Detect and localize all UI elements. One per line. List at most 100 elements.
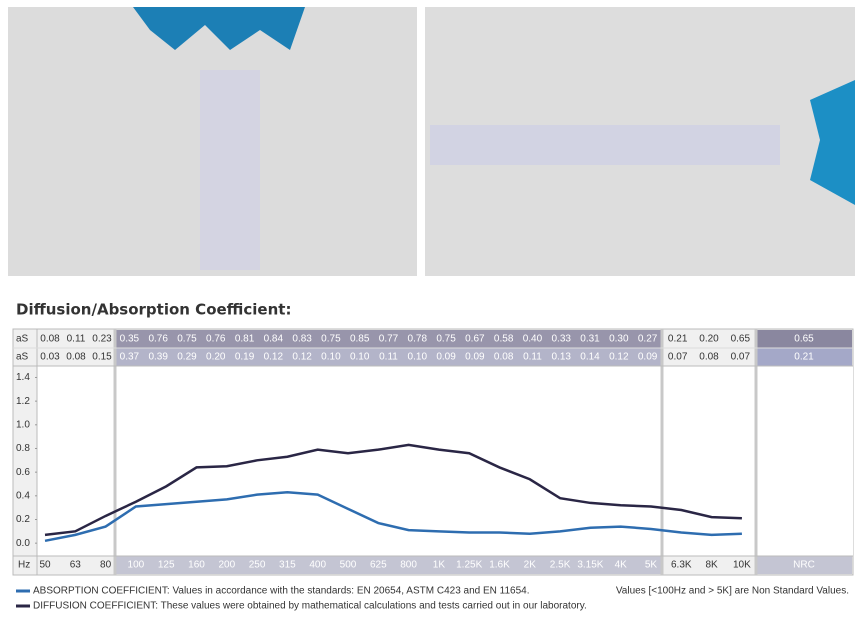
- panel-shape: [133, 7, 305, 50]
- nrc-label: NRC: [793, 560, 815, 571]
- table-cell: 0.08: [66, 352, 86, 363]
- photo-detail: [430, 125, 780, 165]
- nrc-band: [757, 348, 852, 366]
- table-cell: 0.78: [408, 334, 428, 345]
- legend-label: DIFFUSION COEFFICIENT: These values were…: [33, 601, 587, 612]
- nrc-value: 0.21: [794, 352, 814, 363]
- table-cell: 0.11: [523, 352, 542, 363]
- table-cell: 0.20: [206, 352, 226, 363]
- x-tick-label: 625: [370, 560, 387, 571]
- x-header: Hz: [18, 560, 30, 571]
- table-cell: 0.12: [264, 352, 284, 363]
- table-cell: 0.30: [609, 334, 629, 345]
- x-tick-label: 2.5K: [550, 560, 571, 571]
- row-band: [115, 556, 662, 574]
- y-tick-label: 0.0: [16, 538, 30, 549]
- x-tick-label: 10K: [733, 560, 751, 571]
- note: Values [<100Hz and > 5K] are Non Standar…: [616, 586, 849, 597]
- plot-area: [37, 366, 662, 556]
- plot-area: [756, 366, 853, 556]
- table-cell: 0.29: [177, 352, 197, 363]
- table-cell: 0.39: [148, 352, 168, 363]
- nrc-band: [757, 330, 852, 348]
- plot-area: [662, 366, 756, 556]
- y-tick-label: 1.0: [16, 419, 30, 430]
- x-tick-label: 160: [188, 560, 205, 571]
- series-line: [44, 491, 742, 543]
- x-tick-label: 1K: [433, 560, 446, 571]
- x-tick-label: 125: [158, 560, 175, 571]
- x-tick-label: 2K: [524, 560, 537, 571]
- table-cell: 0.35: [120, 334, 140, 345]
- y-tick-label: 0.2: [16, 514, 30, 525]
- panel-shape: [810, 80, 855, 205]
- table-cell: 0.10: [321, 352, 341, 363]
- table: [12, 328, 854, 576]
- table-cell: 0.14: [580, 352, 600, 363]
- table-cell: 0.07: [668, 352, 688, 363]
- table-cell: 0.33: [552, 334, 572, 345]
- x-tick-label: 80: [100, 560, 112, 571]
- table-cell: 0.11: [379, 352, 398, 363]
- x-tick-label: 8K: [705, 560, 718, 571]
- photos: [8, 7, 855, 276]
- y-tick-label: 0.4: [16, 490, 30, 501]
- table-cell: 0.31: [580, 334, 600, 345]
- x-tick-label: 100: [128, 560, 145, 571]
- table-cell: 0.23: [92, 334, 112, 345]
- table-cell: 0.65: [731, 334, 751, 345]
- row-label: aS: [16, 352, 29, 363]
- table-cell: 0.84: [264, 334, 284, 345]
- x-tick-label: 50: [39, 560, 51, 571]
- y-tick-label: 0.8: [16, 443, 30, 454]
- x-tick-label: 1.6K: [489, 560, 510, 571]
- chart-title: Diffusion/Absorption Coefficient:: [16, 301, 291, 319]
- table-cell: 0.08: [40, 334, 60, 345]
- table-cell: 0.09: [436, 352, 456, 363]
- y-tick-label: 1.4: [16, 372, 30, 383]
- x-tick-label: 5K: [645, 560, 658, 571]
- x-tick-label: 4K: [615, 560, 628, 571]
- table-cell: 0.20: [699, 334, 719, 345]
- table-cell: 0.11: [67, 334, 86, 345]
- table-cell: 0.03: [40, 352, 60, 363]
- table-cell: 0.37: [120, 352, 140, 363]
- table-cell: 0.75: [436, 334, 456, 345]
- x-tick-label: 250: [249, 560, 266, 571]
- table-cell: 0.09: [465, 352, 485, 363]
- table-cell: 0.58: [494, 334, 514, 345]
- x-tick-label: 6.3K: [671, 560, 692, 571]
- x-tick-label: 800: [400, 560, 417, 571]
- nrc-value: 0.65: [794, 334, 814, 345]
- table-cell: 0.76: [148, 334, 168, 345]
- table-cell: 0.07: [731, 352, 751, 363]
- table-cell: 0.67: [465, 334, 485, 345]
- photo-detail: [200, 70, 260, 270]
- table-cell: 0.21: [668, 334, 688, 345]
- table-cell: 0.77: [379, 334, 399, 345]
- table-cell: 0.85: [350, 334, 370, 345]
- x-tick-label: 3.15K: [577, 560, 603, 571]
- x-tick-label: 315: [279, 560, 296, 571]
- table-cell: 0.19: [235, 352, 255, 363]
- table-cell: 0.08: [494, 352, 514, 363]
- table-cell: 0.75: [177, 334, 197, 345]
- x-tick-label: 63: [70, 560, 82, 571]
- legend-label: ABSORPTION COEFFICIENT: Values in accord…: [33, 586, 530, 597]
- table-cell: 0.75: [321, 334, 341, 345]
- y-tick-label: 0.6: [16, 467, 30, 478]
- x-tick-label: 500: [340, 560, 357, 571]
- table-cell: 0.10: [408, 352, 428, 363]
- row-band: [115, 330, 662, 348]
- x-tick-label: 400: [309, 560, 326, 571]
- table-cell: 0.12: [292, 352, 312, 363]
- nrc-band: [757, 556, 852, 574]
- row-band: [115, 348, 662, 366]
- table-cell: 0.09: [638, 352, 658, 363]
- table-cell: 0.27: [638, 334, 658, 345]
- row-label: aS: [16, 334, 29, 345]
- y-tick-label: 1.2: [16, 396, 30, 407]
- table-cell: 0.83: [292, 334, 312, 345]
